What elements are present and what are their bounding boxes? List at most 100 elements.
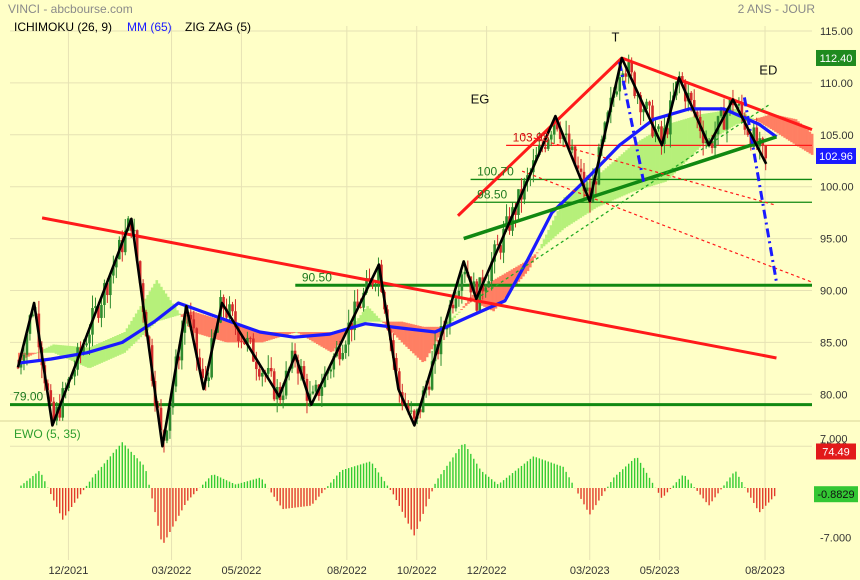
x-tick-label: 08/2023 [745,565,785,577]
candle-body [195,328,199,358]
x-tick-label: 12/2021 [49,565,89,577]
candle-body [341,352,345,360]
candle-body [94,306,97,309]
candle-body [645,101,648,110]
cloud-slice [526,260,530,272]
cloud-slice [664,125,667,182]
candle-body [395,357,398,372]
cloud-slice [762,116,766,125]
cloud-slice [659,127,663,184]
cloud-slice [696,115,699,150]
candle-body [302,366,306,379]
candle-body [719,109,723,117]
cloud-slice [732,109,736,126]
cloud-slice [359,315,363,324]
cloud-slice [380,320,383,322]
candle-body [594,181,598,185]
cloud-slice [414,324,418,356]
x-tick-label: 03/2023 [570,565,610,577]
cloud-slice [111,337,115,358]
cloud-slice [210,317,214,338]
candle-body [255,361,258,370]
cloud-slice [446,321,450,327]
candle-body [234,311,237,328]
cloud-slice [91,346,94,367]
cloud-slice [760,117,764,124]
candle-body [669,100,672,135]
cloud-slice [31,352,35,355]
cloud-slice [535,252,539,254]
cloud-slice [98,343,101,364]
cloud-slice [270,332,273,340]
candle-body [347,322,350,345]
cloud-slice [302,332,305,337]
cloud-slice [487,283,491,310]
cloud-slice [116,335,120,356]
cloud-slice [730,109,734,128]
cloud-slice [100,342,104,363]
grid [0,26,860,560]
cloud-slice [801,125,805,150]
cloud-slice [677,120,681,169]
cloud-slice [364,309,367,323]
cloud-slice [554,215,557,237]
candle-body [168,407,172,431]
cloud-slice [419,326,422,360]
candle-body [567,133,571,151]
cloud-slice [247,328,250,343]
candle-body [252,338,255,362]
cloud-slice [166,296,170,319]
cloud-slice [675,121,679,171]
candle-body [642,109,645,113]
cloud-slice [283,332,287,336]
level-label: 98.50 [477,187,507,201]
candle-body [585,187,589,191]
cloud-slice [329,332,333,353]
candle-body [573,146,577,166]
candle-body [246,337,249,345]
cloud-slice [173,306,177,317]
candle-body [16,367,20,369]
cloud-slice [492,280,495,312]
candle-body [115,259,118,268]
candle-body [487,281,490,288]
cloud-slice [265,332,269,342]
trendline [521,170,813,283]
cloud-slice [244,327,248,343]
cloud-slice [208,316,211,338]
cloud-slice [785,117,789,140]
candle-body [398,371,401,393]
x-tick-label: 10/2022 [397,565,437,577]
cloud-slice [693,116,697,153]
trendline [456,56,623,217]
candle-body [707,141,711,143]
zigzag-line [16,56,768,448]
candle-body [88,334,91,344]
cloud-slice [260,332,264,343]
candle-body [496,244,499,246]
y-tick-label: 100.00 [820,182,854,194]
ewo-y-tick-label: 7.000 [820,434,848,446]
candle-body [269,367,273,372]
cloud-slice [771,114,775,131]
cloud-slice [776,115,780,134]
candle-body [272,371,276,400]
cloud-slice [398,321,401,340]
cloud-slice [89,347,92,368]
candle-body [695,111,699,117]
cloud-slice [687,118,690,160]
cloud-slice [561,201,564,231]
cloud-slice [572,191,576,223]
cloud-slice [783,116,786,138]
cloud-slice [199,313,202,335]
cloud-slice [226,321,230,343]
cloud-slice [102,341,106,362]
candle-body [570,146,574,151]
cloud-slice [604,168,608,204]
cloud-slice [707,113,711,142]
cloud-slice [375,315,379,322]
candle-body [320,386,324,396]
candle-body [201,368,205,378]
cloud-slice [655,130,658,185]
